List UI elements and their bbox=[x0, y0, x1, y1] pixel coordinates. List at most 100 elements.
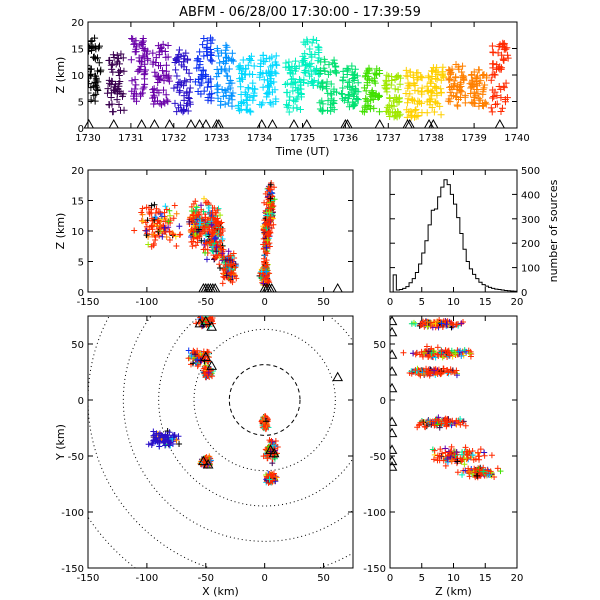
source-marker bbox=[479, 86, 487, 94]
source-marker bbox=[440, 353, 447, 360]
source-marker bbox=[483, 74, 491, 82]
source-marker bbox=[476, 453, 483, 460]
station-triangle bbox=[83, 118, 95, 129]
source-marker bbox=[106, 79, 114, 87]
source-marker bbox=[199, 41, 207, 49]
source-marker bbox=[127, 56, 135, 64]
station-triangle bbox=[342, 118, 353, 129]
x-tick-label: 1737 bbox=[376, 133, 401, 144]
source-marker bbox=[348, 68, 356, 76]
station-triangle bbox=[256, 118, 268, 129]
source-marker bbox=[415, 422, 422, 429]
source-marker bbox=[319, 82, 327, 90]
source-marker bbox=[266, 209, 273, 216]
source-marker bbox=[318, 106, 326, 114]
source-marker bbox=[438, 320, 445, 327]
source-marker bbox=[467, 71, 475, 79]
source-marker bbox=[473, 82, 481, 90]
source-marker bbox=[146, 210, 153, 217]
source-marker bbox=[213, 89, 221, 97]
source-marker bbox=[457, 94, 465, 102]
source-marker bbox=[190, 214, 197, 221]
source-marker bbox=[497, 468, 504, 475]
source-marker bbox=[192, 242, 199, 249]
source-marker bbox=[266, 228, 273, 235]
source-marker bbox=[429, 67, 437, 75]
station-triangle bbox=[108, 118, 120, 129]
source-marker bbox=[139, 45, 147, 53]
source-marker bbox=[454, 469, 461, 476]
source-marker bbox=[459, 471, 466, 478]
source-marker bbox=[186, 84, 194, 92]
source-marker bbox=[339, 73, 347, 81]
source-marker bbox=[110, 86, 118, 94]
source-marker bbox=[192, 225, 199, 232]
source-marker bbox=[383, 103, 391, 111]
figure-title: ABFM - 06/28/00 17:30:00 - 17:39:59 bbox=[179, 5, 421, 20]
source-marker bbox=[474, 472, 481, 479]
source-marker bbox=[304, 79, 312, 87]
source-marker bbox=[172, 56, 180, 64]
source-marker bbox=[173, 242, 180, 249]
x-tick-label: -150 bbox=[77, 297, 100, 308]
source-marker bbox=[222, 262, 229, 269]
source-marker bbox=[128, 87, 136, 95]
source-marker bbox=[475, 66, 483, 74]
source-marker bbox=[205, 77, 213, 85]
source-marker bbox=[268, 53, 276, 61]
x-tick-label: -150 bbox=[77, 573, 100, 584]
source-marker bbox=[270, 221, 277, 228]
source-marker bbox=[268, 438, 275, 445]
source-marker bbox=[319, 100, 327, 108]
source-marker bbox=[491, 101, 499, 109]
source-marker bbox=[194, 234, 201, 241]
source-marker bbox=[225, 79, 233, 87]
station-triangle bbox=[266, 282, 278, 293]
source-marker bbox=[431, 422, 438, 429]
source-marker bbox=[230, 271, 237, 278]
source-marker bbox=[154, 42, 162, 50]
source-marker bbox=[180, 82, 188, 90]
source-marker bbox=[142, 66, 150, 74]
source-marker bbox=[311, 50, 319, 58]
source-marker bbox=[386, 112, 394, 120]
source-marker bbox=[314, 78, 322, 86]
source-marker bbox=[117, 67, 125, 75]
source-marker bbox=[162, 203, 169, 210]
source-marker bbox=[295, 89, 303, 97]
source-marker bbox=[195, 212, 202, 219]
source-marker bbox=[214, 81, 222, 89]
source-marker bbox=[131, 40, 139, 48]
station-triangle bbox=[200, 316, 212, 326]
source-marker bbox=[444, 455, 451, 462]
source-marker bbox=[93, 67, 101, 75]
x-tick-label: 0 bbox=[261, 297, 267, 308]
source-marker bbox=[475, 94, 483, 102]
source-marker bbox=[345, 103, 353, 111]
source-marker bbox=[181, 55, 189, 63]
source-marker bbox=[227, 262, 234, 269]
y-tick-label: 0 bbox=[78, 288, 84, 299]
source-marker bbox=[333, 88, 341, 96]
source-marker bbox=[209, 373, 216, 380]
source-marker bbox=[216, 261, 223, 268]
source-marker bbox=[427, 79, 435, 87]
source-marker bbox=[175, 51, 183, 59]
source-marker bbox=[128, 34, 136, 42]
y-axis-label: Y (km) bbox=[54, 424, 67, 461]
source-marker bbox=[315, 71, 323, 79]
source-marker bbox=[145, 241, 152, 248]
station-triangle bbox=[149, 118, 160, 129]
source-marker bbox=[285, 96, 293, 104]
source-marker bbox=[238, 70, 246, 78]
source-marker bbox=[350, 90, 358, 98]
source-marker bbox=[224, 99, 232, 107]
source-marker bbox=[233, 275, 240, 282]
source-marker bbox=[452, 350, 459, 357]
station-triangle bbox=[390, 326, 398, 337]
y-axis-label: Z (km) bbox=[54, 57, 67, 94]
source-marker bbox=[208, 221, 215, 228]
source-marker bbox=[170, 434, 177, 441]
source-marker bbox=[432, 99, 440, 107]
